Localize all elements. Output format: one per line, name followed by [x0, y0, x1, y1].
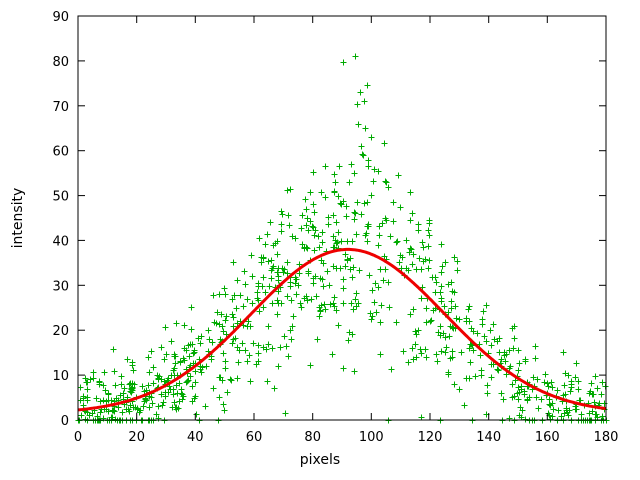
y-tick-label: 30 [52, 279, 69, 294]
plot-border [77, 15, 607, 421]
x-tick-label: 20 [128, 430, 145, 445]
x-tick-label: 100 [359, 430, 384, 445]
y-tick-label: 60 [52, 145, 69, 160]
x-tick-label: 180 [594, 430, 619, 445]
y-tick-label: 20 [52, 324, 69, 339]
y-tick-label: 70 [52, 100, 69, 115]
x-tick-label: 60 [246, 430, 263, 445]
y-axis-label: intensity [10, 187, 26, 249]
scatter-points [75, 53, 610, 424]
x-axis-label: pixels [299, 452, 341, 468]
x-tick-label: 160 [535, 430, 560, 445]
x-tick-label: 80 [304, 430, 321, 445]
y-tick-label: 0 [61, 414, 69, 429]
y-tick-label: 80 [52, 55, 69, 70]
y-tick-label: 10 [52, 369, 69, 384]
x-tick-label: 0 [74, 430, 82, 445]
y-tick-label: 90 [52, 10, 69, 25]
x-tick-label: 40 [187, 430, 204, 445]
fit-curve [77, 247, 607, 412]
x-tick-label: 140 [476, 430, 501, 445]
y-tick-label: 50 [52, 190, 69, 205]
y-tick-label: 40 [52, 234, 69, 249]
x-tick-label: 120 [418, 430, 443, 445]
